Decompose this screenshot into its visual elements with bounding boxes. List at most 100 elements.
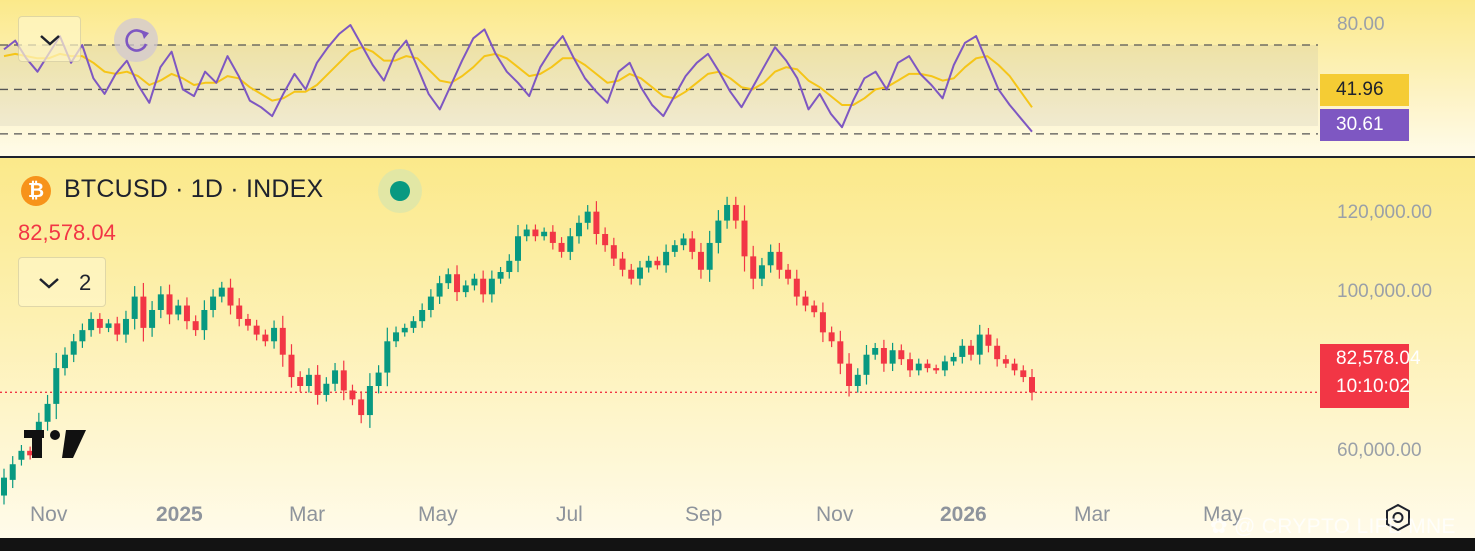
candle [541,227,548,241]
chevron-down-icon [40,35,60,46]
candle [471,273,478,291]
candle-body [401,327,408,333]
candle [994,338,1001,367]
candle [427,289,434,318]
pane-separator[interactable] [0,156,1475,158]
candle [297,371,304,392]
candle [332,362,339,392]
indicators-toggle-button[interactable]: 2 [18,257,106,307]
candle [393,326,400,348]
candle-body [1011,363,1018,371]
candle-body [253,325,260,335]
candle-body [985,334,992,346]
candle-body [532,229,539,237]
chevron-down-icon [39,278,59,289]
candle [706,230,713,282]
candle [506,254,513,279]
price-axis-tick-120000: 120,000.00 [1337,202,1433,223]
candle-body [819,312,826,333]
candle [567,228,574,261]
candle-body [393,332,400,342]
candle [854,368,861,393]
candle-body [436,283,443,297]
candle [671,240,678,257]
candle [802,290,809,312]
candle-body [776,251,783,270]
time-axis-tick: Nov [816,503,854,526]
tradingview-logo-icon[interactable] [24,430,88,460]
candle-body [724,204,731,221]
rsi-pane[interactable]: 80.00 41.96 30.61 [0,0,1475,156]
time-axis-tick: May [1203,503,1243,526]
candle-body [149,310,156,328]
candle-body [122,318,129,335]
candle-body [166,294,173,315]
rsi-line [3,24,1033,133]
time-axis-tick: Mar [289,503,326,526]
candle-body [793,278,800,297]
candle-body [18,450,25,460]
candle [750,245,757,290]
candle [419,303,426,328]
rsi-plot [0,24,1318,135]
candle-body [636,267,643,279]
candle [976,324,983,365]
candle [44,394,51,431]
candle-body [454,274,461,293]
candle-body [1002,359,1009,364]
candle [183,297,190,330]
candle [401,323,408,337]
rsi-collapse-button[interactable] [18,16,81,62]
refresh-button[interactable] [114,18,158,62]
market-status-button[interactable] [378,169,422,213]
candle [968,339,975,361]
bar-countdown: 10:10:02 [1336,376,1410,397]
candle [602,227,609,252]
price-pane[interactable]: 120,000.00 100,000.00 60,000.00 82,578.0… [0,158,1475,538]
candle [454,265,461,302]
candle-body [1029,377,1035,393]
gear-icon[interactable] [1383,503,1413,533]
candle [863,344,870,385]
candle [523,224,530,242]
candle [480,270,487,303]
candle-body [976,334,983,355]
candle [828,326,835,348]
candle-body [994,345,1001,360]
candle [758,257,765,287]
candle-body [244,318,251,326]
candle-body [872,348,879,355]
candle [689,231,696,260]
watermark-text: CRYPTO LIFE MNE [1261,515,1456,538]
candle [950,352,957,366]
candle [593,201,600,245]
candle [898,344,905,365]
candle [654,256,661,270]
candle-body [758,265,765,279]
candle [53,352,60,420]
candle [314,365,321,405]
candle [680,233,687,251]
candle [663,244,670,273]
candle-body [175,305,182,315]
candle-body [515,236,521,261]
candle-body [619,258,626,270]
candle-body [663,251,670,266]
candle-body [323,383,330,395]
candle [985,327,992,353]
candle-body [157,294,164,310]
candle [253,319,260,341]
candle-body [419,310,426,322]
symbol-title[interactable]: BTCUSD · 1D · INDEX [64,175,324,203]
candle-body [671,245,678,252]
candle [549,225,556,250]
candle-body [288,354,295,378]
candle [889,342,896,372]
candle-body [645,260,652,268]
price-axis-tick-100000: 100,000.00 [1337,281,1433,302]
candle-body [27,450,34,456]
candle-body [227,287,234,306]
candle [610,237,617,266]
candle-body [488,278,495,295]
candle-body [271,327,278,342]
